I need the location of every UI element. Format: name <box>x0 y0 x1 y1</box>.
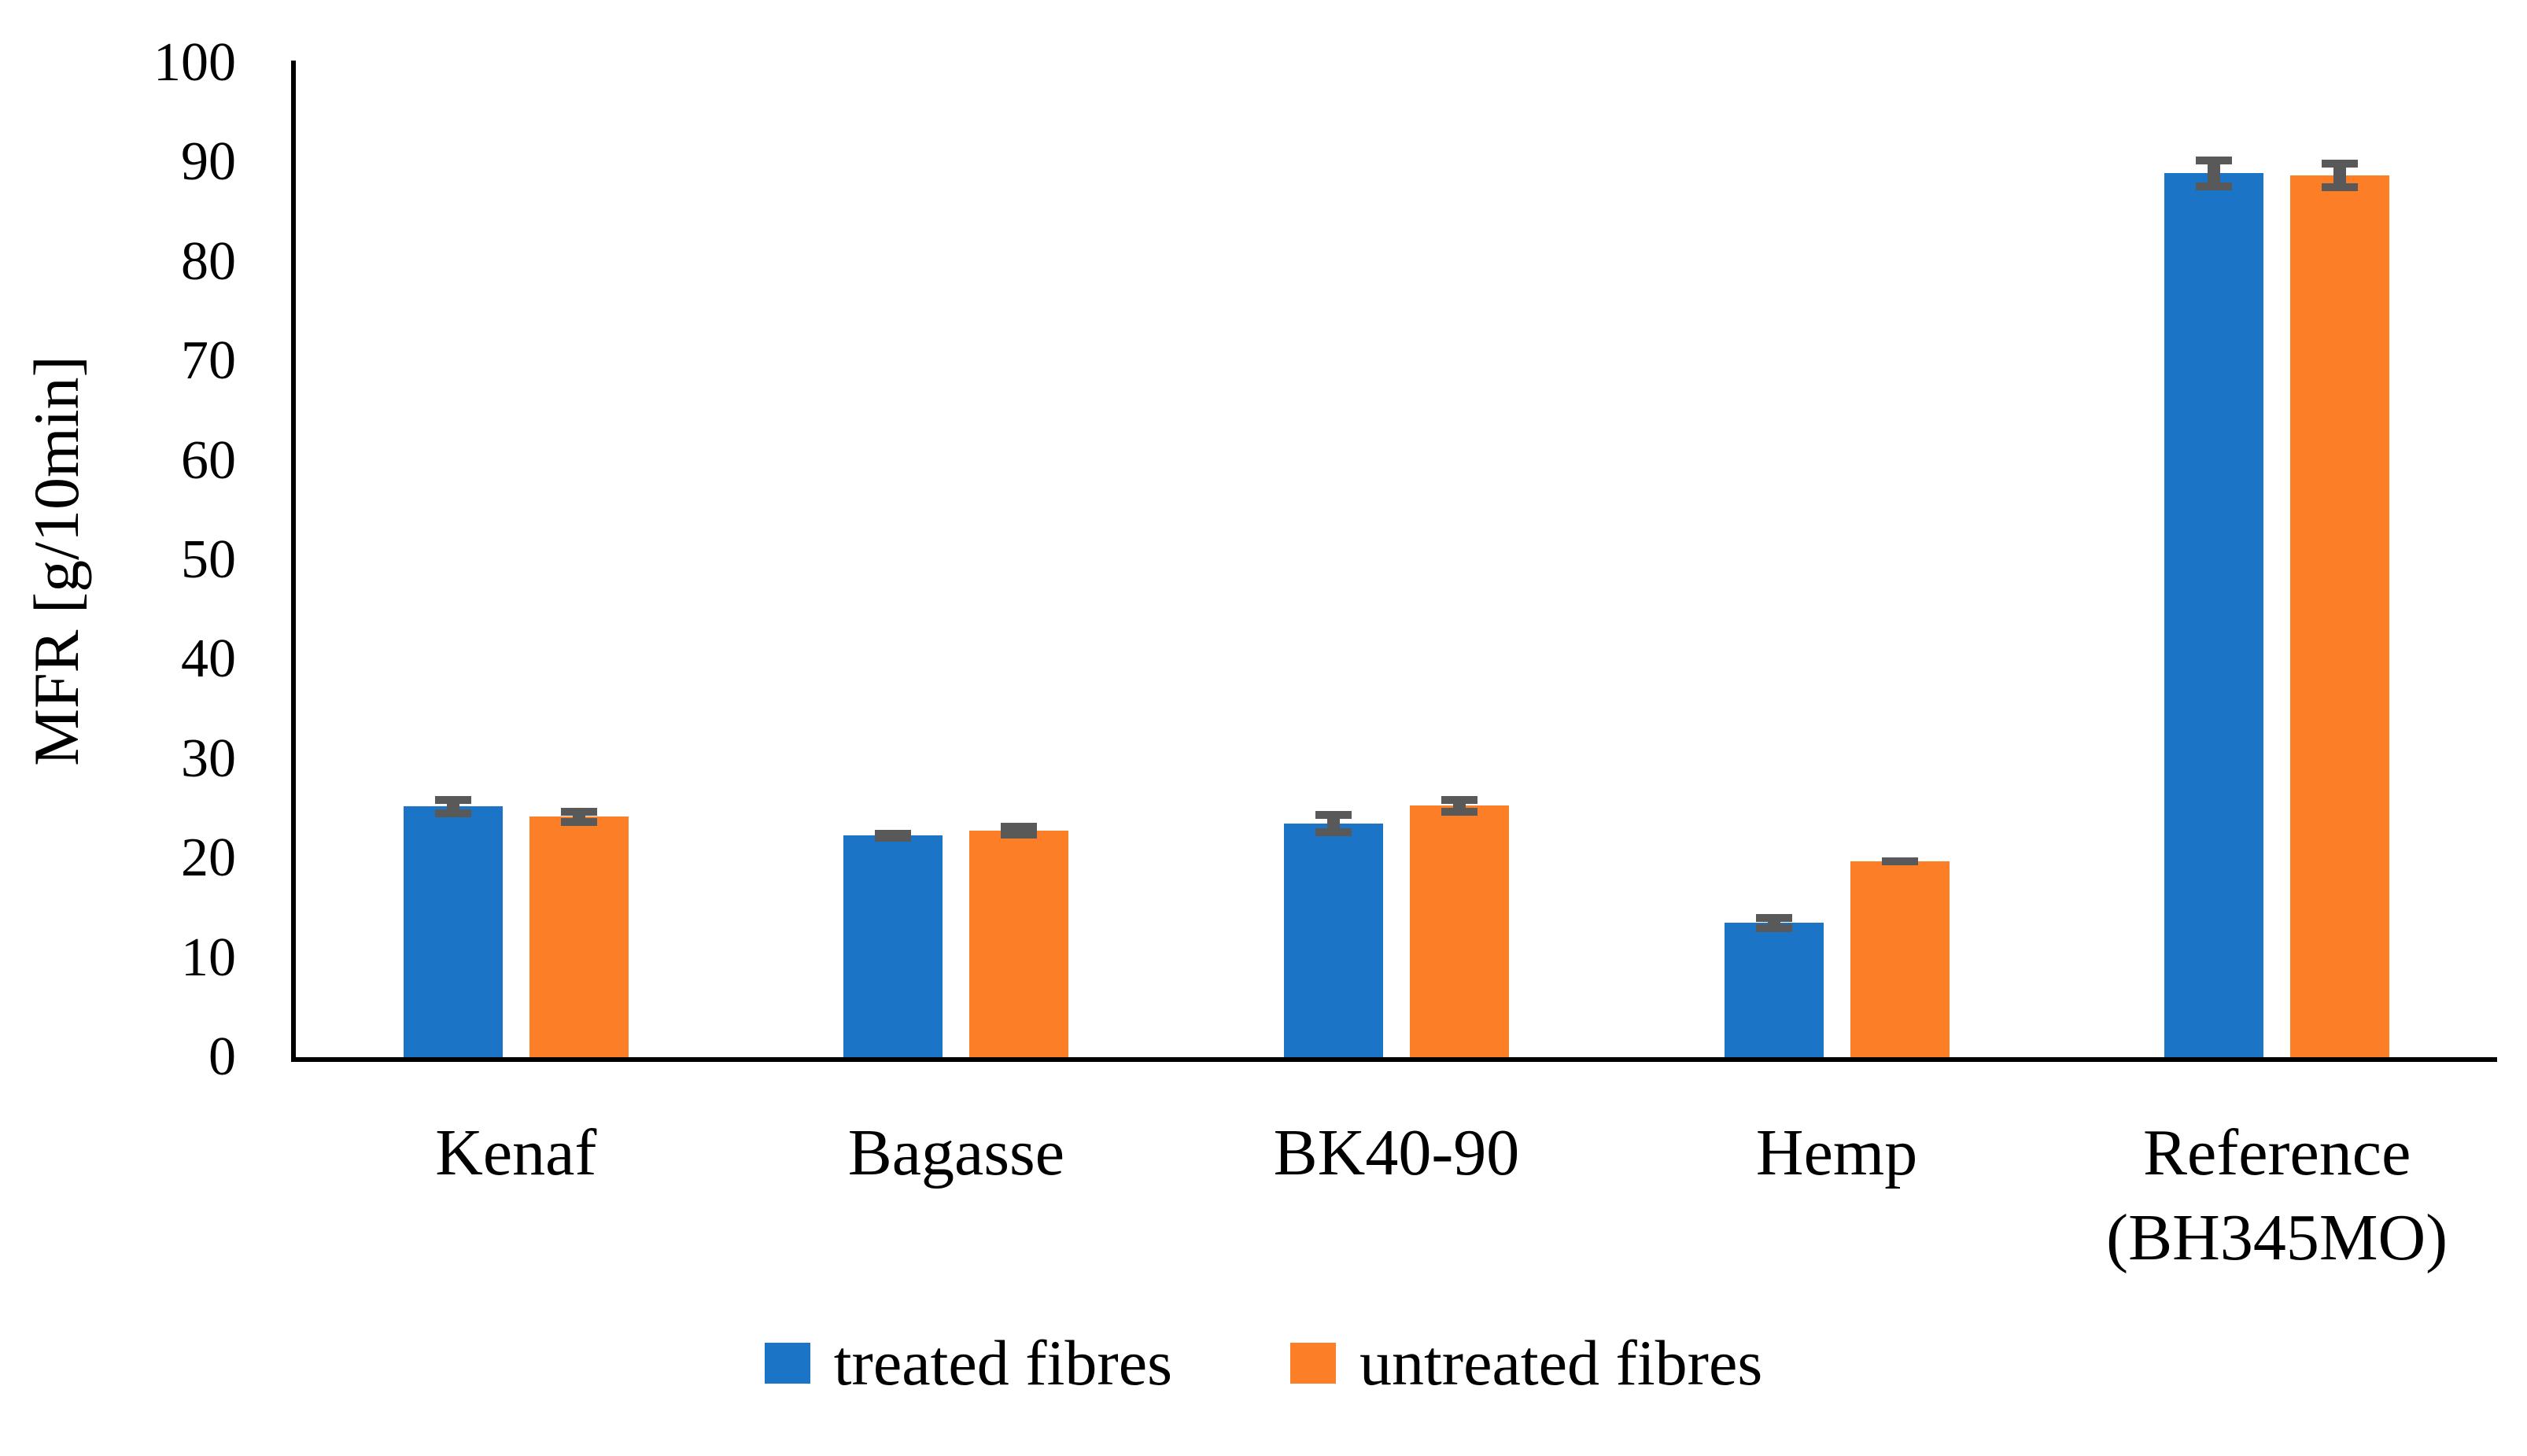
bar-treated-fibres-bagasse <box>843 829 943 1057</box>
bar-treated-fibres-bk40-90 <box>1283 810 1383 1057</box>
bar-untreated-fibres-kenaf <box>529 807 629 1057</box>
bar-untreated-fibres-reference-bh345mo <box>2290 159 2390 1057</box>
legend-swatch-untreated-icon <box>1290 1343 1336 1384</box>
error-bar-untreated-fibres-bk40-90 <box>1441 795 1477 816</box>
y-tick-label-50: 50 <box>181 529 236 590</box>
error-bar-treated-fibres-bk40-90 <box>1315 810 1352 837</box>
bar-groups <box>296 63 2497 1057</box>
error-bar-cap-bottom <box>875 833 912 842</box>
x-tick-label-reference-bh345mo: Reference (BH345MO) <box>2106 1116 2448 1274</box>
error-bar-untreated-fibres-bagasse <box>1001 822 1038 839</box>
x-axis-line <box>291 1057 2497 1062</box>
x-tick-label-kenaf: Kenaf <box>435 1116 597 1189</box>
y-axis-line <box>291 61 296 1062</box>
bar-group-bk40-90 <box>1176 63 1617 1057</box>
y-tick-label-40: 40 <box>181 628 236 690</box>
x-tick-label-bk40-90: BK40-90 <box>1273 1116 1520 1189</box>
y-tick-label-0: 0 <box>208 1027 236 1087</box>
error-bar-cap-bottom <box>560 817 597 826</box>
bar-untreated-fibres-bk40-90 <box>1409 795 1509 1057</box>
y-tick-label-10: 10 <box>181 927 236 988</box>
bar-untreated-fibres-hemp <box>1850 857 1950 1057</box>
bar-treated-fibres-reference-bh345mo <box>2164 156 2264 1057</box>
error-bar-cap-bottom <box>1755 923 1792 932</box>
bar-untreated-fibres-bagasse <box>969 822 1069 1057</box>
error-bar-cap-bottom <box>2196 182 2233 190</box>
error-bar-cap-bottom <box>1315 828 1352 837</box>
error-bar-cap-bottom <box>1001 830 1038 839</box>
y-tick-label-80: 80 <box>181 230 236 292</box>
y-tick-label-70: 70 <box>181 330 236 392</box>
error-bar-untreated-fibres-hemp <box>1881 857 1918 866</box>
error-bar-treated-fibres-bagasse <box>875 829 912 842</box>
error-bar-untreated-fibres-kenaf <box>560 807 597 826</box>
legend-label-untreated: untreated fibres <box>1359 1327 1763 1399</box>
error-bar-cap-bottom <box>1441 807 1477 816</box>
x-axis-labels: Kenaf Bagasse BK40-90 Hemp Reference (BH345M… <box>296 1111 2497 1280</box>
y-tick-label-20: 20 <box>181 828 236 889</box>
y-tick-label-60: 60 <box>181 429 236 491</box>
bar-treated-fibres-hemp <box>1724 914 1824 1057</box>
error-bar-treated-fibres-kenaf <box>434 795 471 818</box>
error-bar-treated-fibres-hemp <box>1755 914 1792 932</box>
legend-item-treated: treated fibres <box>764 1327 1172 1399</box>
legend-label-treated: treated fibres <box>833 1327 1172 1399</box>
error-bar-treated-fibres-reference-bh345mo <box>2196 156 2233 190</box>
bar-treated-fibres-kenaf <box>403 795 503 1057</box>
error-bar-stem <box>2208 156 2221 190</box>
y-tick-label-30: 30 <box>181 728 236 789</box>
bar-group-kenaf <box>296 63 736 1057</box>
y-axis-ticks: 0 10 20 30 40 50 60 70 80 90 100 <box>0 0 236 1456</box>
bar-group-bagasse <box>736 63 1177 1057</box>
error-bar-stem <box>2333 159 2347 192</box>
y-tick-label-100: 100 <box>153 32 236 93</box>
error-bar-cap-bottom <box>1881 857 1918 866</box>
y-tick-label-90: 90 <box>181 131 236 193</box>
error-bar-untreated-fibres-reference-bh345mo <box>2322 159 2359 192</box>
legend: treated fibres untreated fibres <box>0 1331 2527 1395</box>
legend-item-untreated: untreated fibres <box>1290 1331 1762 1395</box>
x-tick-label-hemp: Hemp <box>1755 1116 1918 1189</box>
bar-group-reference-bh345mo <box>2057 63 2497 1057</box>
legend-swatch-treated-icon <box>764 1343 810 1384</box>
x-tick-label-bagasse: Bagasse <box>847 1116 1065 1189</box>
bar-group-hemp <box>1617 63 2057 1057</box>
error-bar-cap-bottom <box>2322 183 2359 192</box>
error-bar-cap-bottom <box>434 809 471 818</box>
